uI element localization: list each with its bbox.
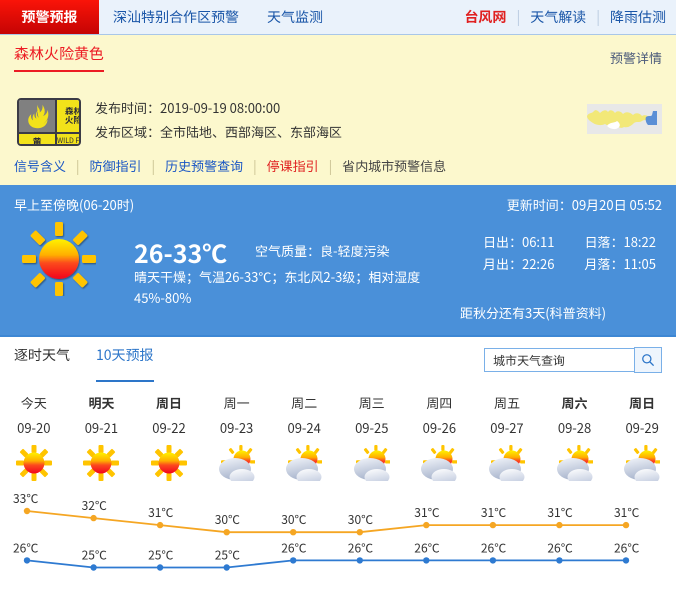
svg-text:30℃: 30℃ bbox=[281, 511, 306, 528]
svg-text:30℃: 30℃ bbox=[348, 511, 373, 528]
svg-text:25℃: 25℃ bbox=[148, 547, 173, 564]
svg-text:31℃: 31℃ bbox=[481, 504, 506, 521]
svg-text:31℃: 31℃ bbox=[148, 504, 173, 521]
svg-text:33℃: 33℃ bbox=[13, 491, 38, 507]
svg-text:31℃: 31℃ bbox=[614, 504, 639, 521]
svg-text:26℃: 26℃ bbox=[281, 539, 306, 556]
svg-text:26℃: 26℃ bbox=[614, 539, 639, 556]
svg-text:26℃: 26℃ bbox=[348, 539, 373, 556]
svg-text:26℃: 26℃ bbox=[481, 539, 506, 556]
svg-text:26℃: 26℃ bbox=[547, 539, 572, 556]
svg-text:31℃: 31℃ bbox=[547, 504, 572, 521]
svg-text:25℃: 25℃ bbox=[215, 547, 240, 564]
svg-text:26℃: 26℃ bbox=[13, 539, 38, 556]
svg-text:25℃: 25℃ bbox=[82, 547, 107, 564]
svg-text:31℃: 31℃ bbox=[414, 504, 439, 521]
svg-text:32℃: 32℃ bbox=[82, 497, 107, 514]
svg-text:30℃: 30℃ bbox=[215, 511, 240, 528]
svg-text:26℃: 26℃ bbox=[414, 539, 439, 556]
